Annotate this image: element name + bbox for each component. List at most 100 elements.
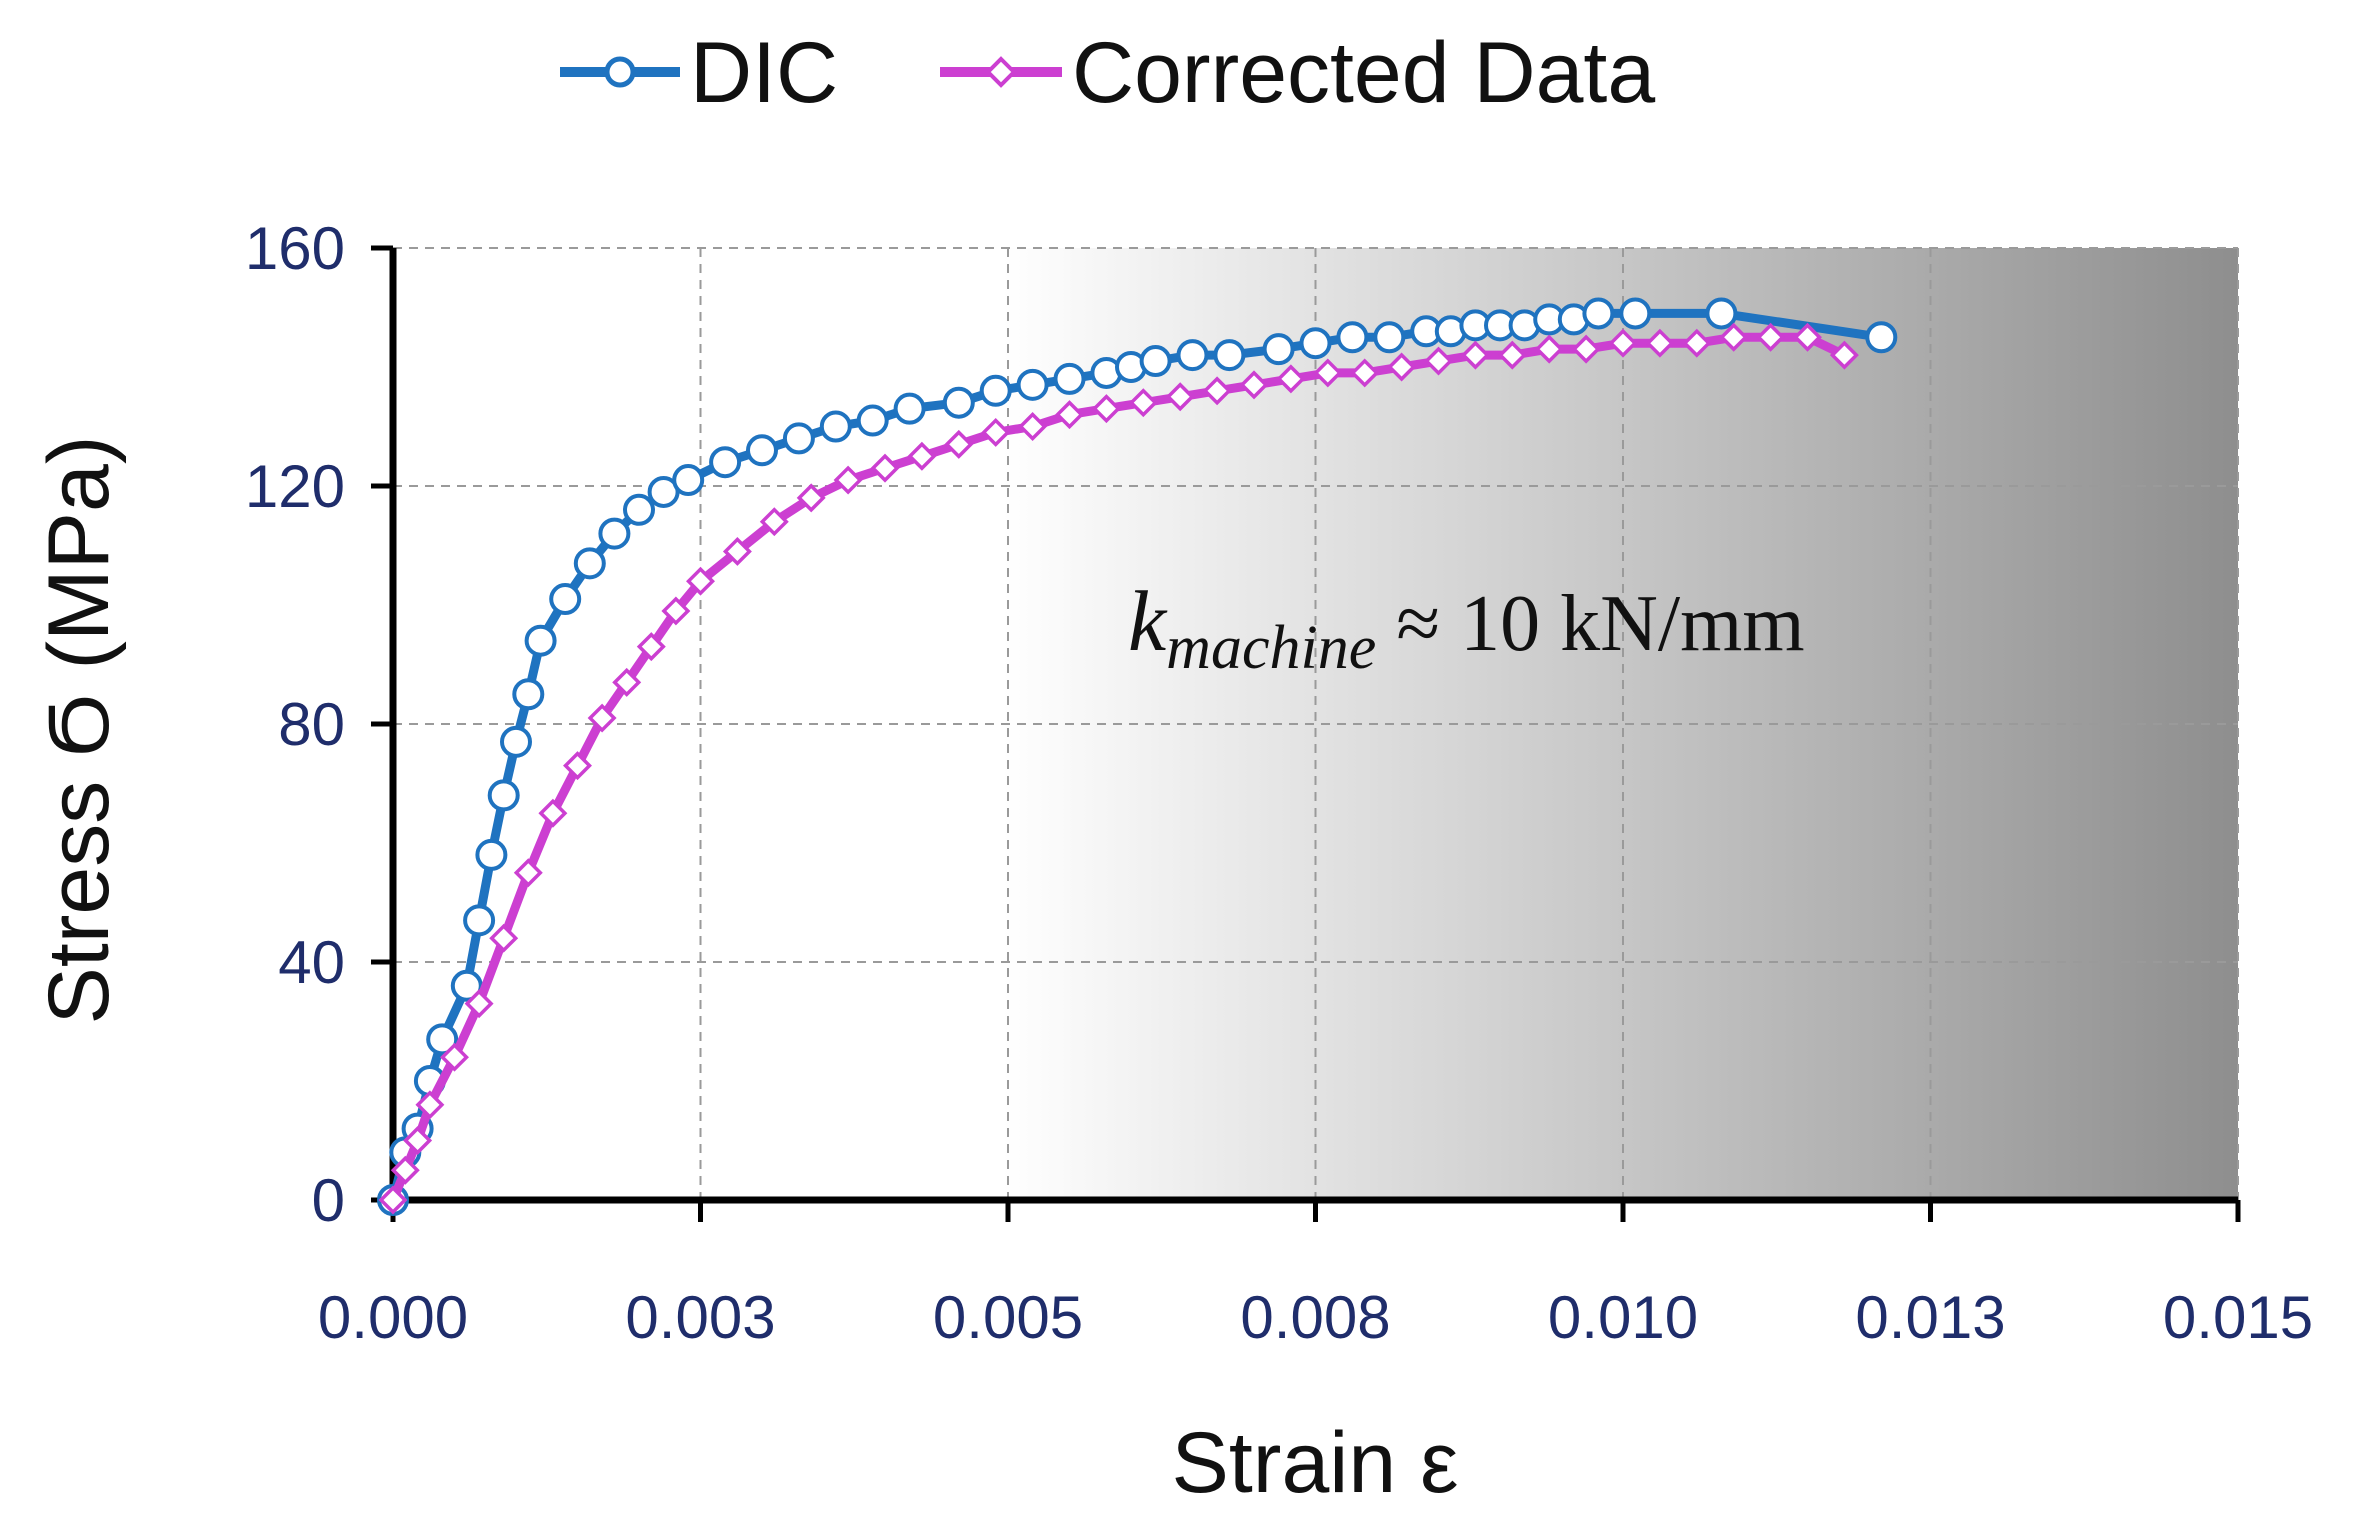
data-point-corrected-data [944, 429, 974, 459]
x-tick-label: 0.008 [1240, 1284, 1390, 1351]
data-point-dic [1336, 321, 1369, 354]
data-point-corrected-data [563, 751, 592, 781]
data-point-dic [524, 624, 557, 657]
data-point-dic [1373, 321, 1406, 354]
data-point-dic [856, 404, 889, 437]
x-tick-label: 0.005 [933, 1284, 1083, 1351]
legend-corrected-label: Corrected Data [1072, 25, 1655, 121]
x-tick-label: 0.010 [1548, 1284, 1698, 1351]
data-point-corrected-data [759, 507, 789, 537]
data-point-dic [746, 434, 778, 467]
data-point-dic [475, 838, 508, 871]
data-point-dic [549, 583, 582, 616]
data-point-dic [1262, 333, 1295, 366]
data-point-dic [1176, 339, 1209, 372]
data-point-dic [1705, 297, 1738, 330]
data-point-corrected-data [1719, 322, 1749, 352]
data-point-dic [573, 547, 606, 580]
legend-dic-marker [604, 56, 636, 88]
legend-corrected-marker [985, 56, 1017, 88]
legend: DIC Corrected Data [560, 25, 1655, 121]
data-point-corrected-data [686, 566, 715, 596]
data-point-corrected-data [1608, 328, 1638, 358]
data-point-corrected-data [1350, 358, 1380, 388]
data-point-corrected-data [378, 1185, 408, 1215]
data-point-dic [782, 422, 815, 455]
data-point-corrected-data [1829, 340, 1859, 370]
data-point-dic [1016, 368, 1049, 401]
data-point-corrected-data [1793, 322, 1822, 352]
data-point-dic [1619, 297, 1652, 330]
y-axis-title: Stress Ϭ (MPa) [31, 436, 127, 1025]
series-line-corrected-data [388, 332, 1847, 1202]
data-point-dic [1053, 362, 1086, 395]
y-tick-label: 80 [278, 691, 345, 758]
y-tick-label: 120 [245, 453, 345, 520]
data-point-corrected-data [1091, 394, 1121, 424]
y-tick-label: 40 [278, 929, 345, 996]
data-point-corrected-data [1202, 376, 1232, 406]
x-ticks: 0.000 0.003 0.005 0.008 0.010 0.013 0.015 [318, 1200, 2313, 1351]
data-point-corrected-data [636, 632, 666, 662]
data-point-dic [942, 386, 975, 419]
data-point-dic [450, 969, 483, 1002]
data-point-corrected-data [1239, 370, 1269, 400]
data-point-corrected-data [796, 483, 826, 513]
data-point-corrected-data [1682, 328, 1712, 358]
x-tick-label: 0.015 [2163, 1284, 2313, 1351]
data-point-corrected-data [403, 1126, 433, 1155]
x-tick-label: 0.000 [318, 1284, 468, 1351]
annotation-value: ≈ 10 kN/mm [1376, 580, 1804, 668]
data-point-corrected-data [1460, 340, 1490, 370]
data-point-corrected-data [1276, 364, 1306, 394]
data-point-dic [598, 517, 631, 550]
x-tick-label: 0.003 [625, 1284, 775, 1351]
data-point-corrected-data [1497, 340, 1527, 370]
data-point-corrected-data [440, 1042, 469, 1072]
legend-item-corrected: Corrected Data [940, 25, 1655, 121]
data-point-corrected-data [1165, 382, 1195, 412]
data-point-corrected-data [870, 453, 900, 483]
legend-item-dic: DIC [560, 25, 838, 121]
data-point-corrected-data [1387, 352, 1417, 382]
data-point-dic [1865, 321, 1898, 354]
data-point-corrected-data [722, 536, 752, 566]
y-ticks: 0 40 80 120 160 [245, 215, 393, 1234]
stiffness-annotation: kmachine ≈ 10 kN/mm [1128, 573, 1805, 682]
data-point-corrected-data [612, 667, 642, 697]
data-point-corrected-data [1018, 412, 1048, 441]
data-point-corrected-data [833, 465, 863, 495]
data-point-corrected-data [1313, 358, 1343, 388]
data-point-corrected-data [1534, 334, 1564, 364]
data-point-corrected-data [1756, 322, 1786, 352]
x-tick-label: 0.013 [1855, 1284, 2005, 1351]
data-point-corrected-data [907, 441, 937, 471]
data-point-dic [709, 446, 742, 479]
data-point-corrected-data [1055, 400, 1084, 430]
data-point-corrected-data [489, 923, 519, 953]
series-layer [377, 297, 1898, 1216]
data-point-corrected-data [587, 703, 617, 733]
data-point-corrected-data [661, 596, 691, 626]
data-point-corrected-data [1424, 346, 1453, 376]
x-axis-title: Strain ε [1172, 1415, 1459, 1511]
data-point-dic [426, 1023, 459, 1056]
data-point-corrected-data [464, 989, 494, 1019]
data-point-corrected-data [981, 417, 1011, 447]
data-point-dic [893, 392, 926, 425]
y-tick-label: 0 [312, 1167, 345, 1234]
data-point-dic [487, 779, 520, 812]
data-point-dic [512, 678, 545, 711]
data-point-corrected-data [1128, 388, 1158, 418]
data-point-dic [979, 374, 1012, 407]
y-tick-label: 160 [245, 215, 345, 282]
data-point-corrected-data [513, 858, 543, 888]
annotation-subscript: machine [1166, 614, 1376, 682]
legend-dic-label: DIC [690, 25, 838, 121]
data-point-dic [819, 410, 852, 443]
data-point-dic [1213, 339, 1246, 372]
annotation-k: k [1128, 573, 1168, 669]
data-point-corrected-data [390, 1155, 420, 1185]
data-point-dic [463, 904, 496, 937]
